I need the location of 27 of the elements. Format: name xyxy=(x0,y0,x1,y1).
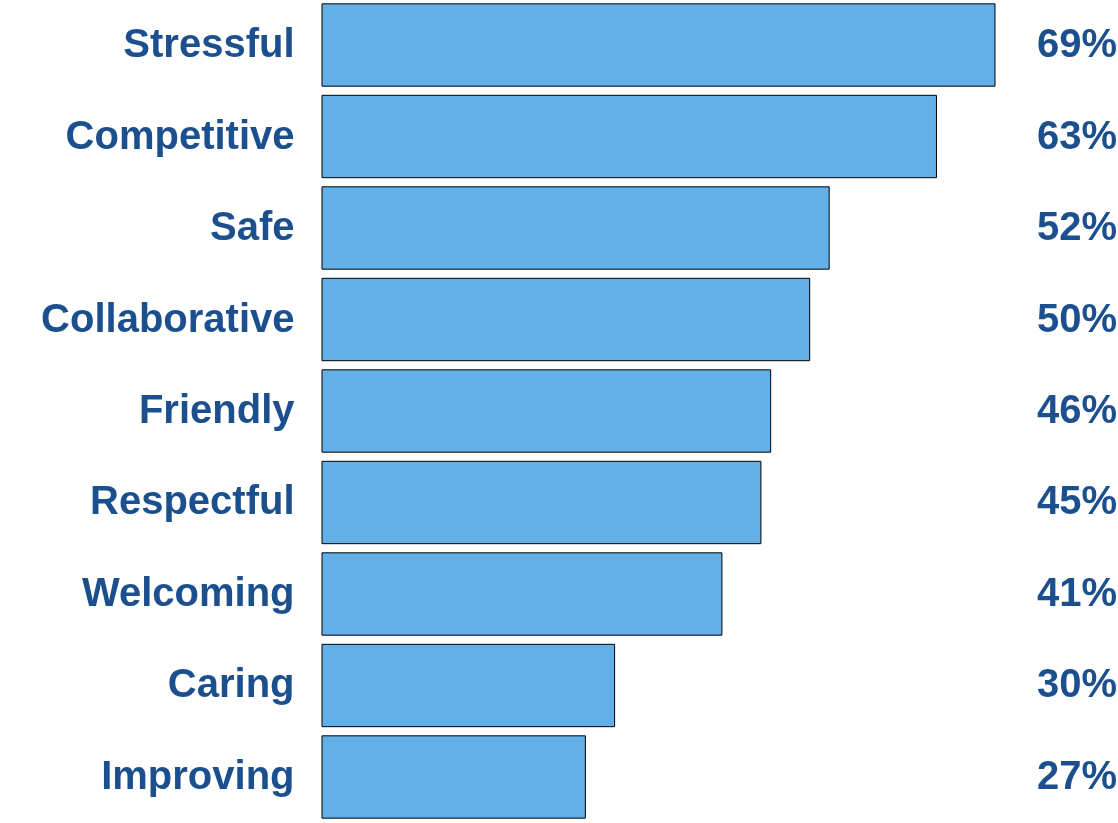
bar xyxy=(321,3,996,87)
data-label: 45% xyxy=(1036,478,1117,523)
y-tick-label: Collaborative xyxy=(41,295,295,340)
y-tick-label: Caring xyxy=(167,661,295,706)
data-label: 46% xyxy=(1036,387,1117,431)
data-label: 30% xyxy=(1036,661,1117,706)
y-tick-label: Improving xyxy=(101,753,295,797)
bar xyxy=(321,277,811,362)
y-tick-label: Safe xyxy=(210,204,295,248)
bar xyxy=(321,186,830,270)
bar xyxy=(321,552,723,636)
data-label: 50% xyxy=(1036,295,1117,340)
bar xyxy=(321,460,762,545)
bar xyxy=(321,643,616,728)
y-tick-label: Friendly xyxy=(138,387,296,431)
bar xyxy=(321,735,586,819)
y-tick-label: Competitive xyxy=(65,112,295,157)
y-tick-label: Respectful xyxy=(90,478,295,523)
data-label: 41% xyxy=(1036,570,1117,614)
data-label: 69% xyxy=(1036,21,1117,65)
data-label: 63% xyxy=(1036,112,1117,157)
y-tick-label: Stressful xyxy=(123,21,295,65)
data-label: 52% xyxy=(1036,204,1117,248)
bar xyxy=(321,369,772,453)
y-tick-label: Welcoming xyxy=(81,570,295,614)
data-label: 27% xyxy=(1036,753,1117,797)
bar xyxy=(321,94,937,179)
